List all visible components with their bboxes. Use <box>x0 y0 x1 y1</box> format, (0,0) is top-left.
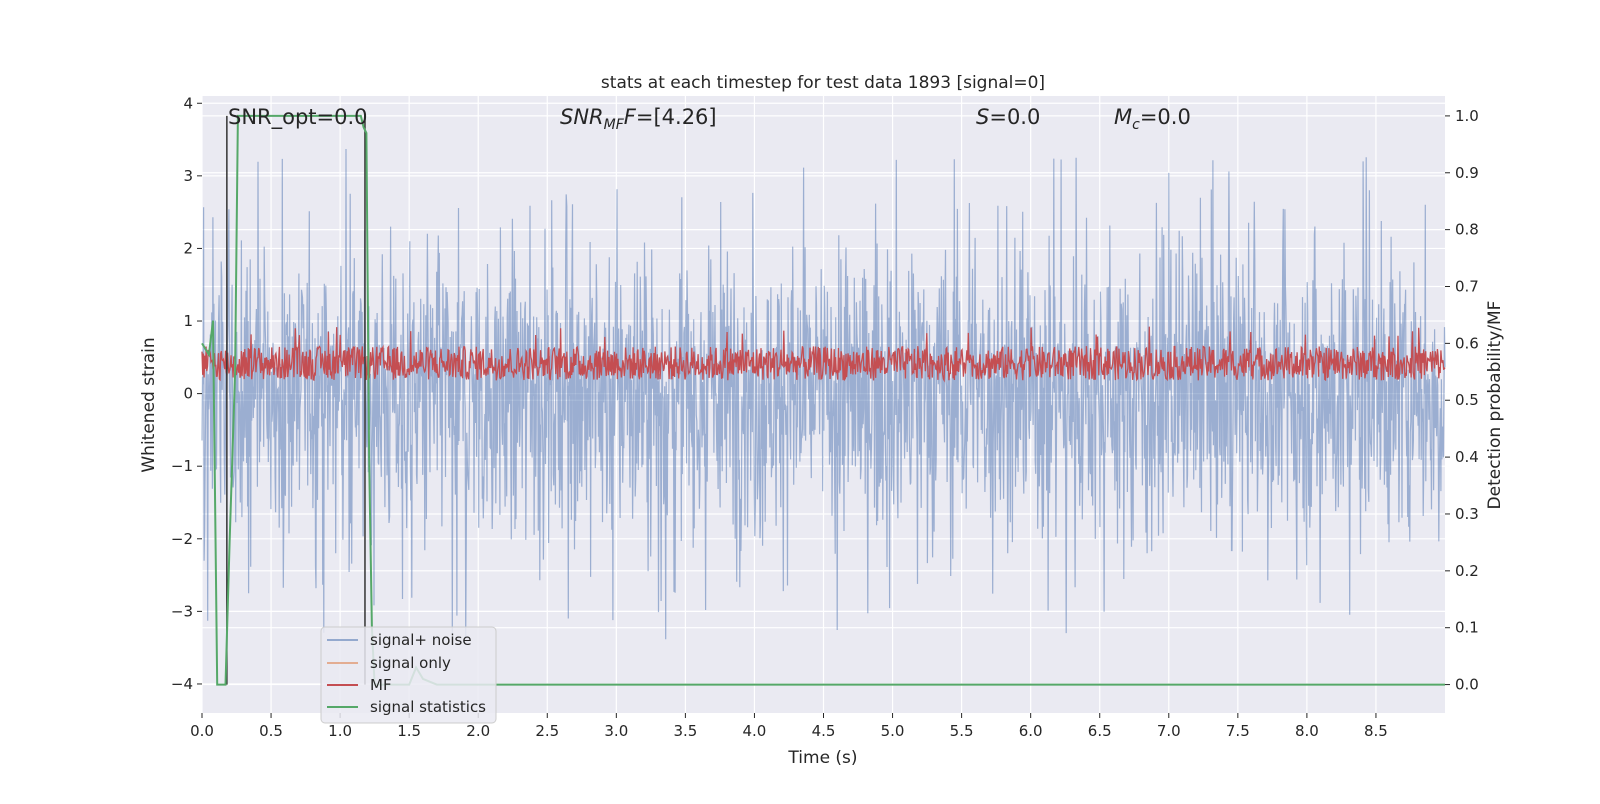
y-axis-right-ticks: 0.0 0.1 0.2 0.3 0.4 0.5 0.6 0.7 0.8 0.9 1.0 <box>1445 107 1479 694</box>
s-value: =0.0 <box>989 105 1040 129</box>
signal-noise-series <box>201 148 1446 640</box>
y-right-tick-label-9: 0.9 <box>1455 164 1479 182</box>
s-main: S <box>976 105 989 129</box>
y-left-tick-label-2: −2 <box>171 530 193 548</box>
y-right-tick-label-6: 0.6 <box>1455 334 1479 352</box>
legend: signal+ noise signal only MF signal stat… <box>320 626 497 724</box>
mc-sub: c <box>1132 117 1140 133</box>
x-tick-label-15: 7.5 <box>1226 722 1250 740</box>
signal-noise-line <box>201 148 1446 640</box>
snr-mf-sub: MF <box>604 117 625 133</box>
marker-lines <box>226 115 366 685</box>
x-axis-ticks: 0.0 0.5 1.0 1.5 2.0 2.5 3.0 3.5 4.0 4.5 5.0 5.5 6.0 6… <box>190 713 1388 740</box>
x-tick-label-17: 8.5 <box>1364 722 1388 740</box>
x-tick-label-0: 0.0 <box>190 722 214 740</box>
annotation-s: S=0.0 <box>976 105 1040 129</box>
chart-title: stats at each timestep for test data 189… <box>601 73 1045 93</box>
snr-mf-f: F <box>624 105 637 129</box>
legend-label-mf: MF <box>370 676 392 694</box>
y-left-tick-label-8: 4 <box>183 94 193 112</box>
x-tick-label-4: 2.0 <box>466 722 490 740</box>
x-tick-label-1: 0.5 <box>259 722 283 740</box>
x-tick-label-12: 6.0 <box>1019 722 1043 740</box>
y-axis-left-ticks: −4 −3 −2 −1 0 1 2 3 4 <box>171 94 202 693</box>
x-tick-label-3: 1.5 <box>397 722 421 740</box>
snr-mf-value: =[4.26] <box>636 105 717 129</box>
x-tick-label-2: 1.0 <box>328 722 352 740</box>
mf-series <box>201 326 1446 383</box>
y-left-tick-label-3: −1 <box>171 457 193 475</box>
y-right-tick-label-0: 0.0 <box>1455 676 1479 694</box>
y-left-tick-label-0: −4 <box>171 675 193 693</box>
x-tick-label-14: 7.0 <box>1157 722 1181 740</box>
x-tick-label-6: 3.0 <box>604 722 628 740</box>
y-right-tick-label-1: 0.1 <box>1455 619 1479 637</box>
x-tick-label-10: 5.0 <box>881 722 905 740</box>
legend-label-signal-only: signal only <box>370 654 451 672</box>
snr-mf-main: SNR <box>560 105 604 129</box>
y-right-tick-label-4: 0.4 <box>1455 448 1479 466</box>
x-axis-label: Time (s) <box>787 748 857 768</box>
annotation-snr-mf: SNRMFF=[4.26] <box>560 105 717 133</box>
x-tick-label-13: 6.5 <box>1088 722 1112 740</box>
y-right-tick-label-7: 0.7 <box>1455 278 1479 296</box>
y-right-tick-label-5: 0.5 <box>1455 391 1479 409</box>
x-tick-label-11: 5.5 <box>950 722 974 740</box>
y-left-tick-label-7: 3 <box>183 167 193 185</box>
x-tick-label-5: 2.5 <box>535 722 559 740</box>
mc-main: M <box>1114 105 1132 129</box>
annotation-snr-opt: SNR_opt=0.0 <box>228 105 368 130</box>
x-tick-label-9: 4.5 <box>812 722 836 740</box>
mc-value: =0.0 <box>1140 105 1191 129</box>
annotation-mc: Mc=0.0 <box>1114 105 1191 133</box>
legend-box <box>320 626 497 724</box>
y-right-tick-label-2: 0.2 <box>1455 562 1479 580</box>
legend-label-signal-statistics: signal statistics <box>370 698 486 716</box>
legend-label-signal-noise: signal+ noise <box>370 631 472 649</box>
y-left-tick-label-1: −3 <box>171 602 193 620</box>
y-left-tick-label-5: 1 <box>183 312 193 330</box>
y-right-tick-label-10: 1.0 <box>1455 107 1479 125</box>
y-right-tick-label-3: 0.3 <box>1455 505 1479 523</box>
y-axis-left-label: Whitened strain <box>139 337 159 472</box>
mf-line <box>201 326 1446 383</box>
x-tick-label-16: 8.0 <box>1295 722 1319 740</box>
x-tick-label-7: 3.5 <box>673 722 697 740</box>
y-axis-right-label: Detection probability/MF <box>1485 301 1505 510</box>
y-right-tick-label-8: 0.8 <box>1455 221 1479 239</box>
y-left-tick-label-4: 0 <box>183 385 193 403</box>
x-tick-label-8: 4.0 <box>743 722 767 740</box>
y-left-tick-label-6: 2 <box>183 239 193 257</box>
